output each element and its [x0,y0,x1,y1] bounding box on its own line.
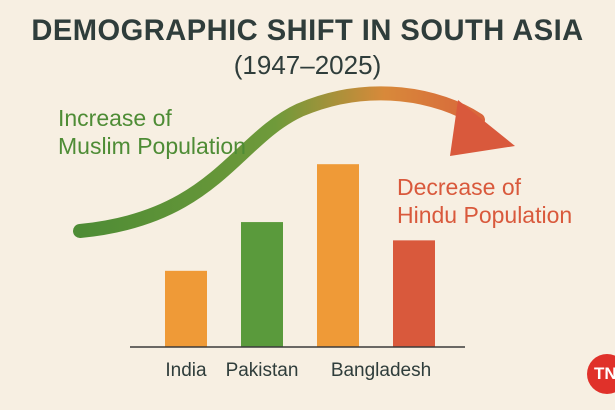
chart-title: DEMOGRAPHIC SHIFT IN SOUTH ASIA [31,14,584,47]
bar-bangladesh [317,164,359,347]
x-tick-label-india: India [165,360,207,381]
annotation-increase: Increase of Muslim Population [58,105,246,159]
bar-unlabeled-3 [393,240,435,347]
trend-arrow-head [450,100,515,156]
x-tick-label-bangladesh: Bangladesh [331,360,431,381]
annotation-decrease: Decrease of Hindu Population [397,174,573,228]
trend-arrow-curve [73,86,485,238]
bar-pakistan [241,222,283,347]
x-tick-labels: India Pakistan Bangladesh [165,360,431,381]
bar-india [165,270,207,347]
tn-logo-badge: TN [587,354,615,394]
x-tick-label-pakistan: Pakistan [226,360,299,381]
chart-subtitle: (1947–2025) [233,50,382,80]
bars-group [165,164,435,347]
